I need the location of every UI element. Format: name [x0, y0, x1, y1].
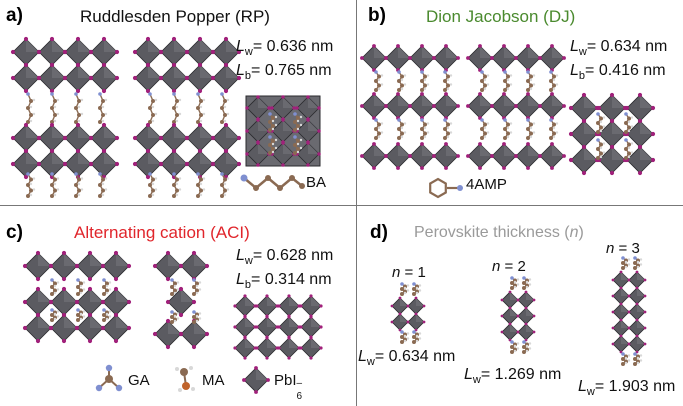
- dj-structure-top-view: [568, 92, 656, 176]
- n2-structure: [500, 276, 536, 354]
- 4amp-molecule-icon: [429, 177, 463, 199]
- n3-label: n = 3: [606, 240, 640, 257]
- aci-structure-side-1: [22, 250, 132, 344]
- dj-structure-side-2: [466, 44, 566, 170]
- ba-label: BA: [306, 174, 327, 191]
- ma-molecule-icon: [175, 366, 195, 392]
- panel-c-letter: c): [6, 222, 23, 243]
- n1-label: n = 1: [392, 264, 426, 281]
- horizontal-divider: [0, 205, 683, 206]
- panel-c-lw: Lw= 0.628 nm: [236, 247, 334, 268]
- ga-label: GA: [128, 372, 150, 389]
- aci-structure-top-view: [233, 294, 323, 360]
- panel-a-lw: Lw= 0.636 nm: [236, 38, 334, 59]
- rp-structure-top-view: [245, 95, 321, 167]
- ba-molecule-icon: [240, 174, 305, 191]
- panel-b-letter: b): [368, 5, 386, 26]
- n2-label: n = 2: [492, 258, 526, 275]
- n3-structure: [611, 256, 647, 366]
- panel-c-lb: Lb= 0.314 nm: [236, 271, 332, 292]
- 4amp-label: 4AMP: [466, 176, 507, 193]
- n3-lw: Lw= 1.903 nm: [578, 378, 676, 399]
- dj-structure-side-1: [360, 44, 460, 170]
- pbi6-label: PbI –6: [274, 372, 303, 402]
- rp-structure-side-2: [132, 36, 242, 198]
- panel-c-title: Alternating cation (ACI): [74, 223, 250, 242]
- panel-a-letter: a): [6, 5, 23, 26]
- aci-structure-side-2: [152, 250, 210, 350]
- ma-label: MA: [202, 372, 225, 389]
- pbi6-octahedron-icon: [242, 366, 270, 394]
- panel-b-lb: Lb= 0.416 nm: [570, 62, 666, 83]
- ga-molecule-icon: [95, 364, 123, 392]
- panel-d-letter: d): [370, 222, 388, 243]
- n1-lw: Lw= 0.634 nm: [358, 348, 456, 369]
- panel-a-lb: Lb= 0.765 nm: [236, 62, 332, 83]
- rp-structure-side-1: [10, 36, 120, 198]
- vertical-divider: [356, 0, 357, 406]
- n1-structure: [390, 282, 426, 344]
- panel-b-lw: Lw= 0.634 nm: [570, 38, 668, 59]
- panel-b-title: Dion Jacobson (DJ): [426, 7, 576, 26]
- panel-a-title: Ruddlesden Popper (RP): [80, 7, 270, 26]
- panel-d-title: Perovskite thickness (n): [414, 224, 584, 241]
- n2-lw: Lw= 1.269 nm: [464, 366, 562, 387]
